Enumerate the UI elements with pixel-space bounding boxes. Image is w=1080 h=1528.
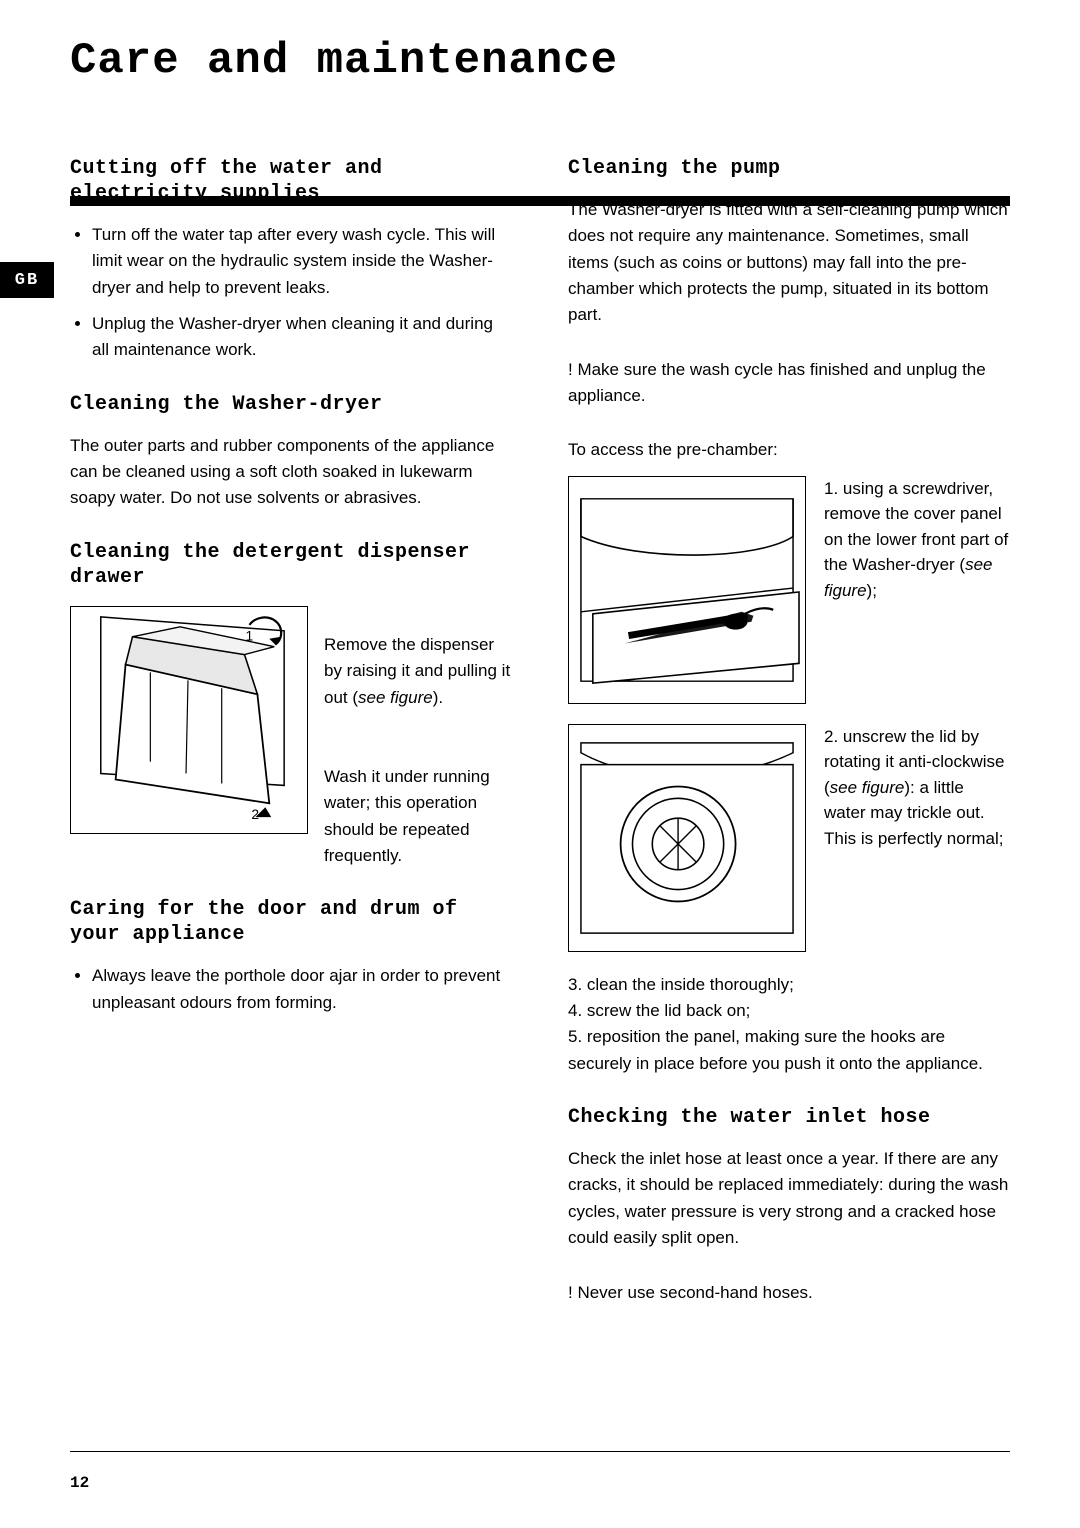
warn-hose: ! Never use second-hand hoses. — [568, 1280, 1010, 1306]
drawer-text: Remove the dispenser by raising it and p… — [324, 606, 512, 869]
left-column: Cutting off the water and electricity su… — [70, 156, 512, 1334]
footer-rule — [70, 1451, 1010, 1453]
pump-fig-1-row: 1. using a screwdriver, remove the cover… — [568, 476, 1010, 704]
pump-steps: 3. clean the inside thoroughly; 4. screw… — [568, 972, 1010, 1077]
right-column: Cleaning the pump The Washer-dryer is fi… — [568, 156, 1010, 1334]
figure-panel — [568, 476, 806, 704]
columns: Cutting off the water and electricity su… — [70, 156, 1010, 1334]
bullet-item: Always leave the porthole door ajar in o… — [92, 963, 512, 1016]
lang-tab: GB — [0, 262, 54, 298]
lid-caption: 2. unscrew the lid by rotating it anti-c… — [824, 724, 1010, 852]
access-prechamber: To access the pre-chamber: — [568, 437, 1010, 463]
heading-detergent-drawer: Cleaning the detergent dispenser drawer — [70, 540, 512, 590]
heading-pump: Cleaning the pump — [568, 156, 1010, 181]
door-drum-bullets: Always leave the porthole door ajar in o… — [70, 963, 512, 1016]
body-cleaning-washer: The outer parts and rubber components of… — [70, 433, 512, 512]
svg-text:2: 2 — [251, 806, 259, 822]
panel-caption: 1. using a screwdriver, remove the cover… — [824, 476, 1010, 604]
page-title: Care and maintenance — [70, 36, 1010, 86]
body-pump: The Washer-dryer is fitted with a self-c… — [568, 197, 1010, 329]
page-number: 12 — [70, 1474, 89, 1492]
cutoff-bullets: Turn off the water tap after every wash … — [70, 222, 512, 364]
warn-pump: ! Make sure the wash cycle has finished … — [568, 357, 1010, 410]
heading-inlet-hose: Checking the water inlet hose — [568, 1105, 1010, 1130]
figure-lid — [568, 724, 806, 952]
heading-cleaning-washer: Cleaning the Washer-dryer — [70, 392, 512, 417]
panel-svg — [569, 477, 805, 703]
drawer-row: 1 2 Remove the dispenser by raising it a… — [70, 606, 512, 869]
heading-door-drum: Caring for the door and drum of your app… — [70, 897, 512, 947]
bullet-item: Turn off the water tap after every wash … — [92, 222, 512, 301]
figure-drawer: 1 2 — [70, 606, 308, 834]
pump-fig-2-row: 2. unscrew the lid by rotating it anti-c… — [568, 724, 1010, 952]
title-rule — [70, 196, 1010, 206]
svg-text:1: 1 — [246, 627, 254, 643]
bullet-item: Unplug the Washer-dryer when cleaning it… — [92, 311, 512, 364]
drawer-svg: 1 2 — [71, 607, 307, 833]
lid-svg — [569, 725, 805, 951]
body-inlet-hose: Check the inlet hose at least once a yea… — [568, 1146, 1010, 1251]
